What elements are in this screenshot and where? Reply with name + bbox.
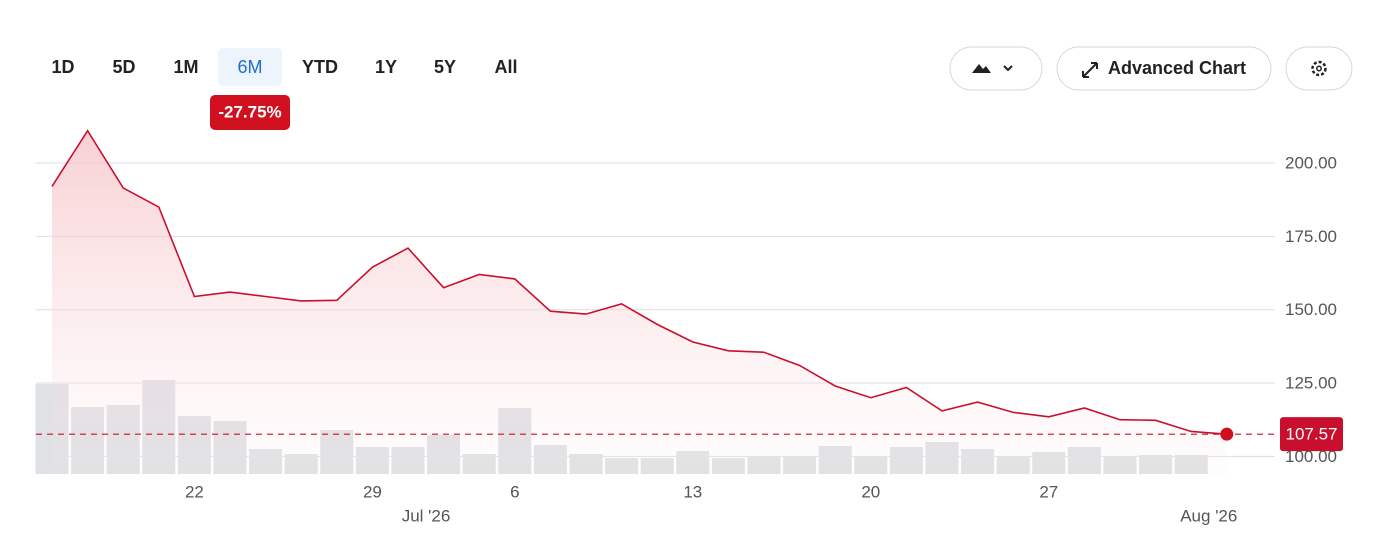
advanced-chart-button[interactable] xyxy=(1056,46,1272,91)
x-month-label: Aug '26 xyxy=(1180,506,1237,525)
chevron-icon xyxy=(1003,65,1013,72)
x-month-label: Jul '26 xyxy=(402,506,451,525)
range-button[interactable]: 5D xyxy=(112,57,135,77)
range-button[interactable]: 1Y xyxy=(375,57,397,77)
x-tick-label: 29 xyxy=(363,482,382,501)
gear-icon xyxy=(1311,60,1327,77)
last-price-dot xyxy=(1220,427,1234,441)
y-tick-label: 125.00 xyxy=(1285,374,1337,393)
range-button[interactable]: 1D xyxy=(51,57,74,77)
change-label: -27.75% xyxy=(218,102,281,121)
x-tick-label: 22 xyxy=(185,482,204,501)
chart-type-button[interactable] xyxy=(949,46,1043,91)
gear-hole xyxy=(1316,65,1322,72)
y-tick-label: 200.00 xyxy=(1285,153,1337,172)
price-line xyxy=(51,129,1227,435)
last-price-box xyxy=(1280,417,1343,452)
y-tick-label: 100.00 xyxy=(1285,447,1337,466)
x-tick-label: 27 xyxy=(1039,482,1058,501)
y-tick-label: 175.00 xyxy=(1285,227,1337,246)
x-tick-label: 13 xyxy=(683,482,702,501)
selected-range-bg xyxy=(218,48,282,86)
mountain-icon xyxy=(972,64,991,73)
range-button[interactable]: 6M xyxy=(237,57,262,77)
range-button[interactable]: All xyxy=(494,57,517,77)
advanced-chart-label: Advanced Chart xyxy=(1108,58,1246,78)
last-price-label: 107.57 xyxy=(1286,425,1338,444)
expand-icon xyxy=(1082,62,1098,78)
range-button[interactable]: 1M xyxy=(173,57,198,77)
x-tick-label: 6 xyxy=(510,482,519,501)
range-button[interactable]: 5Y xyxy=(434,57,456,77)
x-tick-label: 20 xyxy=(861,482,880,501)
y-tick-label: 150.00 xyxy=(1285,300,1337,319)
price-area xyxy=(52,130,1227,474)
range-button[interactable]: YTD xyxy=(302,57,338,77)
settings-button[interactable] xyxy=(1285,46,1353,91)
change-badge xyxy=(210,95,290,130)
